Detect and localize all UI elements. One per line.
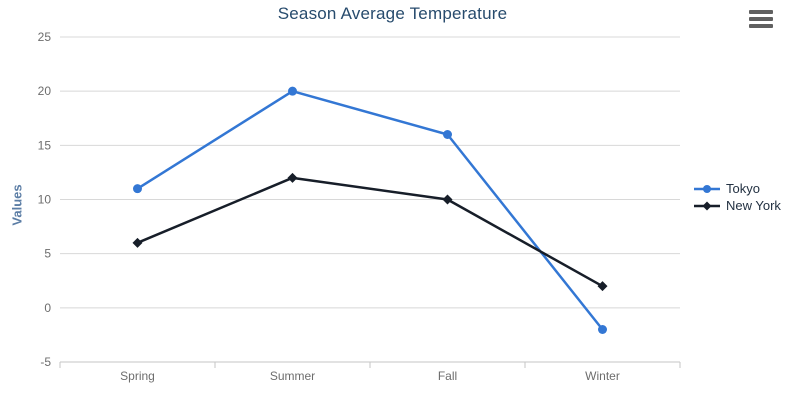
legend-item-tokyo[interactable]: Tokyo bbox=[694, 180, 781, 197]
series-tokyo bbox=[133, 86, 607, 334]
data-point-tokyo[interactable] bbox=[288, 86, 297, 96]
x-axis-ticks bbox=[59, 362, 681, 368]
data-point-new-york[interactable] bbox=[287, 172, 298, 183]
gridlines bbox=[60, 36, 680, 363]
legend-marker-circle-icon bbox=[694, 184, 720, 193]
y-tick-label: 15 bbox=[38, 138, 52, 152]
legend-item-new-york[interactable]: New York bbox=[694, 197, 781, 214]
y-tick-label: 10 bbox=[38, 193, 52, 207]
data-point-new-york[interactable] bbox=[597, 281, 608, 292]
export-menu-icon[interactable] bbox=[749, 10, 773, 28]
legend-marker-diamond-icon bbox=[694, 201, 720, 210]
series-new-york bbox=[132, 172, 608, 292]
x-axis-labels: Spring Summer Fall Winter bbox=[120, 369, 620, 383]
y-axis-labels: -5 0 5 10 15 20 25 bbox=[38, 30, 52, 369]
data-point-tokyo[interactable] bbox=[133, 184, 142, 194]
legend-label: New York bbox=[726, 198, 781, 213]
x-category-label: Fall bbox=[438, 369, 457, 383]
legend-symbol bbox=[702, 201, 712, 210]
x-category-label: Summer bbox=[270, 369, 315, 383]
legend-symbol bbox=[703, 184, 711, 193]
legend-label: Tokyo bbox=[726, 181, 760, 196]
menu-bar bbox=[749, 10, 773, 14]
legend: Tokyo New York bbox=[694, 180, 781, 214]
chart-title: Season Average Temperature bbox=[277, 4, 508, 23]
y-tick-label: 20 bbox=[38, 84, 52, 98]
data-point-new-york[interactable] bbox=[442, 194, 453, 205]
menu-bar bbox=[749, 24, 773, 28]
data-point-tokyo[interactable] bbox=[443, 130, 452, 139]
y-tick-label: 0 bbox=[44, 301, 51, 315]
y-tick-label: 5 bbox=[44, 247, 51, 261]
menu-bar bbox=[749, 17, 773, 21]
series-line-new-york bbox=[136, 176, 604, 288]
y-tick-label: -5 bbox=[40, 355, 51, 369]
data-point-new-york[interactable] bbox=[132, 237, 143, 248]
x-category-label: Winter bbox=[585, 369, 620, 383]
y-tick-label: 25 bbox=[38, 30, 52, 44]
series-line-tokyo bbox=[136, 89, 604, 331]
x-category-label: Spring bbox=[120, 369, 155, 383]
data-point-tokyo[interactable] bbox=[598, 325, 607, 334]
